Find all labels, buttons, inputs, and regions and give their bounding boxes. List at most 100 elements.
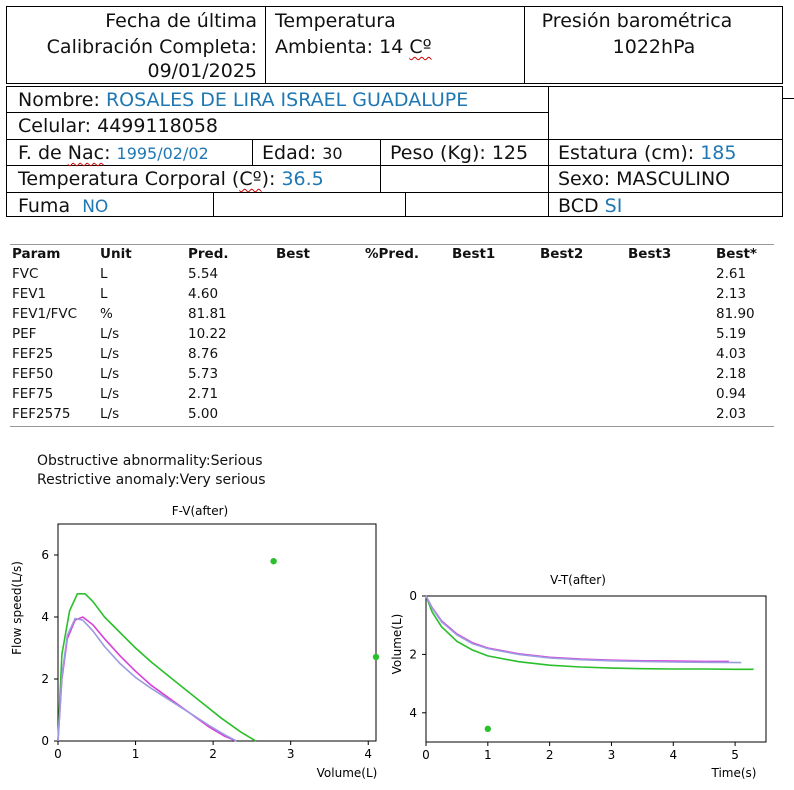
patient-age-row: Edad: 30 xyxy=(262,140,343,167)
patient-bcd-label: BCD xyxy=(558,195,599,217)
patient-bcd-row: BCD SI xyxy=(558,193,622,219)
ambient-line2: Ambienta: 14 Cº xyxy=(275,34,432,60)
vt-plot-frame xyxy=(425,595,767,743)
fv-title: F-V(after) xyxy=(172,504,229,518)
cell-best-star: 2.61 xyxy=(716,266,747,282)
pressure-value: 1022hPa xyxy=(612,36,696,58)
patient-divider-dob xyxy=(252,139,253,165)
cell-best-star: 2.13 xyxy=(716,286,747,302)
temp-label-pre: Temperatura Corporal ( xyxy=(18,168,240,190)
diagnosis-restrictive: Restrictive anomaly:Very serious xyxy=(37,472,266,488)
patient-age: 30 xyxy=(322,144,343,163)
fv-xtick-label: 4 xyxy=(364,747,372,761)
cell-pred: 81.81 xyxy=(188,306,227,322)
cell-pred: 8.76 xyxy=(188,346,219,362)
cell-pred: 10.22 xyxy=(188,326,227,342)
vt-xtick-label: 4 xyxy=(669,748,677,762)
fv-series xyxy=(57,558,380,742)
fv-xtick-label: 0 xyxy=(54,747,62,761)
fv-ytick-label: 6 xyxy=(41,548,49,562)
params-top-rule xyxy=(10,244,774,245)
cell-unit: % xyxy=(100,306,113,322)
patient-dob-row: F. de Nac: 1995/02/02 xyxy=(18,140,209,167)
patient-smoke-row: Fuma NO xyxy=(18,193,108,220)
vt-xtick-label: 1 xyxy=(484,748,492,762)
patient-height: 185 xyxy=(700,142,737,164)
fv-ytick-label: 4 xyxy=(41,610,49,624)
cell-param: FEF2575 xyxy=(12,406,71,422)
patient-divider-age xyxy=(380,139,381,165)
vt-point-0 xyxy=(484,725,492,733)
patient-phone: 4499118058 xyxy=(97,115,219,137)
vt-chart: V-T(after) Time(s) Volume(L) 0 1 2 3 4 5 0 2 4 xyxy=(390,573,767,780)
temp-label-unit: Cº xyxy=(239,168,262,190)
patient-bcd: SI xyxy=(604,195,623,217)
fv-ylabel: Flow speed(L/s) xyxy=(10,561,24,655)
fv-series-line-0 xyxy=(57,593,257,742)
calibration-line2: Calibración Completa: xyxy=(46,36,257,58)
params-header-param: Param xyxy=(12,246,61,262)
patient-phone-row: Celular: 4499118058 xyxy=(18,113,218,139)
patient-divider-temp xyxy=(380,165,381,192)
cell-pred: 5.54 xyxy=(188,266,219,282)
cell-best-star: 2.03 xyxy=(716,406,747,422)
dob-label-pre: F. de xyxy=(18,142,68,164)
fv-series-line-2 xyxy=(57,617,237,742)
cell-unit: L/s xyxy=(100,366,120,382)
vt-ytick-label: 4 xyxy=(409,706,417,720)
cell-param: FEV1 xyxy=(12,286,47,302)
patient-smoke-label: Fuma xyxy=(18,195,71,217)
cell-param: FEF25 xyxy=(12,346,54,362)
fv-point-1 xyxy=(372,653,380,661)
calibration-date: 09/01/2025 xyxy=(147,60,257,82)
params-header-best: Best xyxy=(276,246,310,262)
fv-xtick-label: 2 xyxy=(209,747,217,761)
params-header-best3: Best3 xyxy=(628,246,672,262)
cell-param: FEV1/FVC xyxy=(12,306,78,322)
calibration-line1: Fecha de última xyxy=(105,10,257,32)
header-table xyxy=(6,6,783,84)
patient-temp: 36.5 xyxy=(281,168,324,190)
ambient-value: Ambienta: 14 xyxy=(275,36,410,58)
vt-xtick-label: 3 xyxy=(608,748,616,762)
cell-param: FEF50 xyxy=(12,366,54,382)
fv-ticks: 0 1 2 3 4 0 2 4 6 xyxy=(41,548,372,761)
cell-pred: 5.73 xyxy=(188,366,219,382)
patient-height-label: Estatura (cm): xyxy=(558,142,695,164)
pressure-label: Presión barométrica xyxy=(541,10,733,32)
patient-row-line-3 xyxy=(6,165,783,166)
cell-param: PEF xyxy=(12,326,37,342)
patient-row-line-1 xyxy=(6,112,548,113)
patient-smoke: NO xyxy=(82,197,109,217)
cell-unit: L/s xyxy=(100,406,120,422)
fv-plot-frame xyxy=(57,523,377,742)
temp-label-post: ): xyxy=(261,168,276,190)
vt-ylabel: Volume(L) xyxy=(390,614,404,675)
patient-name-row: Nombre: ROSALES DE LIRA ISRAEL GUADALUPE xyxy=(18,87,468,113)
patient-age-label: Edad: xyxy=(262,142,317,164)
fv-ytick-label: 0 xyxy=(41,734,49,748)
cell-unit: L/s xyxy=(100,346,120,362)
cell-pred: 5.00 xyxy=(188,406,219,422)
vt-xtick-label: 0 xyxy=(422,748,430,762)
vt-series-line-1 xyxy=(425,595,729,663)
cell-unit: L/s xyxy=(100,326,120,342)
diagnosis-obstructive: Obstructive abnormality:Serious xyxy=(37,453,263,469)
patient-dob-label: F. de Nac: xyxy=(18,142,110,164)
cell-unit: L/s xyxy=(100,386,120,402)
header-divider-1 xyxy=(265,6,266,84)
cell-unit: L xyxy=(100,286,108,302)
cell-param: FVC xyxy=(12,266,39,282)
cell-param: FEF75 xyxy=(12,386,54,402)
cell-best-star: 5.19 xyxy=(716,326,747,342)
patient-row-line-4 xyxy=(6,192,783,193)
patient-phone-label: Celular: xyxy=(18,115,92,137)
vt-ytick-label: 2 xyxy=(409,647,417,661)
patient-dob: 1995/02/02 xyxy=(116,144,209,163)
params-header-pred: Pred. xyxy=(188,246,229,262)
patient-sex: Sexo: MASCULINO xyxy=(558,168,731,190)
cell-unit: L xyxy=(100,266,108,282)
patient-name: ROSALES DE LIRA ISRAEL GUADALUPE xyxy=(105,89,469,111)
fv-chart: F-V(after) Volume(L) Flow speed(L/s) 0 1 2… xyxy=(10,504,380,780)
cell-best-star: 2.18 xyxy=(716,366,747,382)
